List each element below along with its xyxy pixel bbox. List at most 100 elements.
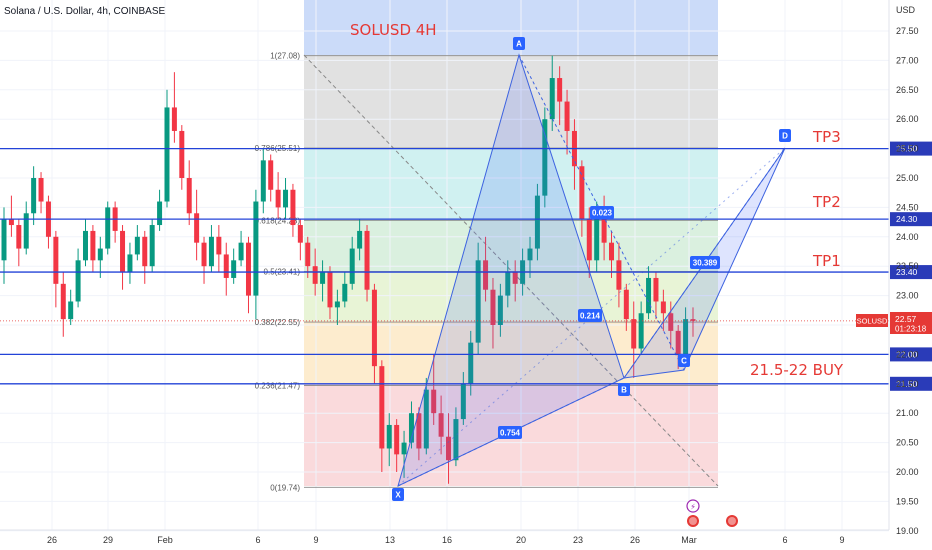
candle-body: [542, 119, 548, 196]
x-tick-label: 9: [839, 535, 844, 545]
candle-body: [416, 413, 422, 449]
y-tick-label: 24.50: [896, 202, 919, 212]
key-level-tag: [890, 265, 932, 280]
grid-lines: [0, 0, 889, 532]
candle-body: [238, 242, 244, 261]
tp2-label: TP2: [812, 193, 841, 211]
candle-body: [468, 342, 474, 384]
candle-body: [460, 383, 466, 420]
candle-body: [490, 289, 496, 325]
candle-body: [557, 78, 563, 102]
candle-body: [283, 189, 289, 208]
pattern-ac-line: [518, 54, 685, 371]
candle-body: [446, 436, 452, 461]
candle-body: [660, 301, 666, 314]
candle-body: [82, 230, 88, 261]
candle-body: [609, 242, 615, 261]
buy-zone-label: 21.5-22 BUY: [750, 361, 844, 379]
candle-body: [683, 319, 689, 355]
candle-body: [423, 389, 429, 449]
candle-body: [349, 248, 355, 284]
candle-body: [194, 213, 200, 243]
y-tick-label: 23.00: [896, 291, 919, 301]
countdown-timer: 01:23:18: [895, 325, 927, 334]
x-tick-label: 6: [255, 535, 260, 545]
key-level-tag-text: 25.50: [896, 144, 918, 154]
x-tick-label: Feb: [157, 535, 173, 545]
point-label-c: C: [678, 354, 690, 367]
tp3-label: TP3: [812, 128, 841, 146]
fib-band-1-0786: [304, 55, 718, 148]
x-tick-label: 9: [313, 535, 318, 545]
ratio-box-30389: 30.389: [690, 256, 720, 269]
candle-body: [690, 319, 696, 321]
price-axis[interactable]: USD 27.50 27.00 26.50 26.00 25.50 25.00 24.50 2…: [888, 0, 919, 536]
candle-body: [208, 236, 214, 267]
candle-body: [142, 236, 148, 267]
candle-body: [320, 272, 326, 284]
point-b-text: B: [621, 386, 627, 395]
lightning-glyph: ⚡: [690, 503, 696, 512]
y-tick-label: 27.00: [896, 55, 919, 65]
candle-body: [171, 107, 177, 131]
key-level-lines: 25.50 24.30 23.40 22.00 21.50: [0, 141, 932, 391]
candle-body: [594, 219, 600, 261]
candle-body: [379, 366, 385, 449]
key-level-tag: [890, 212, 932, 227]
y-tick-label: 22.00: [896, 349, 919, 359]
y-tick-label: 27.50: [896, 26, 919, 36]
us-flag-inner-2: [728, 517, 736, 525]
candle-body: [75, 260, 81, 302]
candle-body: [60, 283, 66, 320]
ratio-box-0214: 0.214: [578, 309, 602, 322]
candle-body: [534, 195, 540, 249]
key-level-tag: [890, 141, 932, 156]
candle-body: [408, 413, 414, 443]
candle-body: [149, 225, 155, 267]
candle-body: [631, 319, 637, 349]
candle-body: [505, 272, 511, 296]
ratio-label-30389: 30.389: [693, 259, 718, 268]
candle-body: [290, 189, 296, 226]
key-level-tag-text: 24.30: [896, 214, 918, 224]
candle-body: [638, 313, 644, 349]
candle-body: [616, 260, 622, 290]
point-label-d: D: [779, 129, 791, 142]
pattern-xd-line: [397, 147, 786, 487]
candle-body: [275, 189, 281, 208]
candle-body: [201, 242, 207, 267]
point-a-text: A: [516, 40, 522, 49]
candle-body: [475, 260, 481, 343]
candle-body: [23, 213, 29, 249]
currency-label: USD: [896, 5, 916, 15]
time-axis[interactable]: 26 29 Feb 6 9 13 16 20 23 26 Mar 6 9: [0, 529, 889, 545]
ratio-box-0023: 0.023: [590, 206, 614, 219]
candle-body: [164, 107, 170, 202]
key-level-tag: [890, 376, 932, 391]
y-tick-label: 26.00: [896, 114, 919, 124]
us-flag-icon-2[interactable]: [726, 515, 738, 527]
ratio-label-0214: 0.214: [580, 312, 601, 321]
point-x-text: X: [395, 491, 401, 500]
y-tick-label: 21.00: [896, 408, 919, 418]
candle-body: [90, 230, 96, 261]
lightning-icon[interactable]: [686, 499, 700, 513]
x-tick-label: Mar: [681, 535, 697, 545]
candle-body: [305, 242, 311, 267]
key-level-tag-text: 22.00: [896, 349, 918, 359]
y-tick-label: 25.00: [896, 173, 919, 183]
event-icons[interactable]: ⚡: [686, 499, 738, 527]
candle-body: [527, 248, 533, 261]
point-label-a: A: [513, 37, 525, 50]
fib-level-label: 0.618(24.28): [255, 216, 301, 225]
candle-body: [68, 301, 74, 320]
point-label-b: B: [618, 383, 630, 396]
x-tick-label: 13: [385, 535, 395, 545]
candle-body: [1, 219, 7, 261]
candle-body: [549, 78, 555, 120]
x-tick-label: 29: [103, 535, 113, 545]
us-flag-icon[interactable]: [687, 515, 699, 527]
y-tick-label: 23.50: [896, 261, 919, 271]
